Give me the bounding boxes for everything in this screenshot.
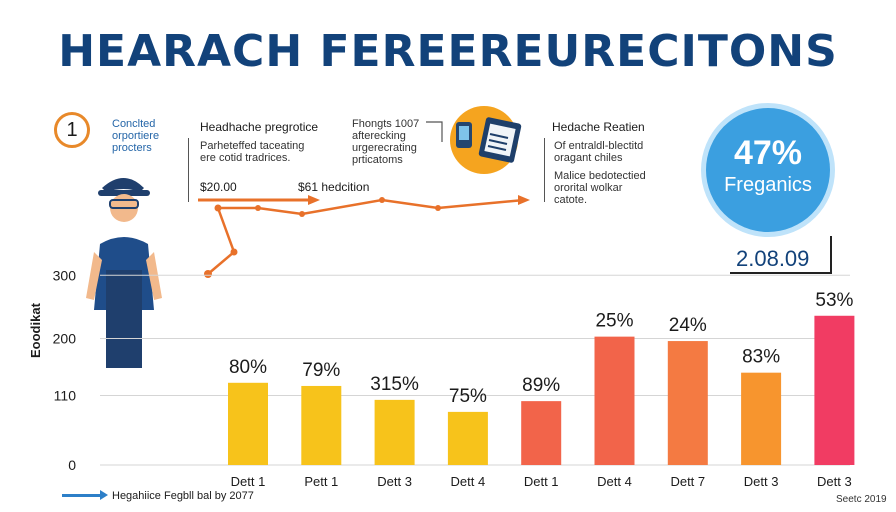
trend-point: [214, 204, 222, 212]
bar-value-label: 80%: [229, 357, 267, 378]
bar-value-label: 25%: [595, 311, 633, 332]
panel2-line: Parheteffed taceating: [200, 140, 305, 152]
panel3-line: prticatoms: [352, 154, 403, 166]
trend-line: [198, 195, 530, 278]
footer-note: Hegahiice Fegbll bal by 2077: [112, 490, 254, 502]
panel4-line: catote.: [554, 194, 588, 206]
x-tick-label: Dett 1: [524, 474, 559, 489]
panel1-text: Conclted orportiere procters: [112, 118, 159, 154]
trend-point: [255, 205, 261, 211]
highlight-circle: 47% Freganics: [706, 108, 830, 232]
x-tick-label: Dett 4: [451, 474, 486, 489]
panel3-text: Fhongts 1007 afterecking urgerecrating p…: [352, 118, 419, 166]
bar-value-label: 315%: [370, 374, 419, 395]
stat-value: 2.08.09: [736, 246, 810, 271]
x-tick-label: Pett 1: [304, 474, 338, 489]
bar-value-label: 53%: [815, 290, 853, 311]
bar-value-label: 24%: [669, 315, 707, 336]
panel4-line: Of entraldl-blectitd: [554, 140, 644, 152]
footer-arrow: [62, 494, 102, 497]
panel1-line: procters: [112, 142, 152, 154]
phone-document-icon: [426, 106, 522, 174]
panel3-line: urgerecrating: [352, 142, 417, 154]
highlight-label: Freganics: [724, 174, 812, 196]
page-title: HEARACH FEREEREURECITONS: [58, 26, 838, 77]
panel2-value-right: $61 hedcition: [298, 180, 370, 194]
panel4-line: Malice bedotectied: [554, 170, 646, 182]
panel4-line: ororital wolkar: [554, 182, 623, 194]
source-note: Seetc 2019: [836, 494, 887, 505]
panel3-line: afterecking: [352, 130, 406, 142]
panel4-text-b: Malice bedotectied ororital wolkar catot…: [554, 170, 646, 206]
bar: [374, 399, 415, 465]
step-number-badge: 1: [54, 112, 90, 148]
y-tick-label: 110: [54, 387, 77, 403]
panel2-text: Parheteffed taceating ere cotid tradrice…: [200, 140, 304, 164]
x-tick-label: Dett 3: [744, 474, 779, 489]
bar-value-label: 89%: [522, 375, 560, 396]
x-tick-label: Dett 3: [817, 474, 852, 489]
bar-value-label: 83%: [742, 347, 780, 368]
divider: [544, 138, 545, 202]
x-tick-label: Dett 7: [670, 474, 705, 489]
bar: [594, 336, 635, 465]
panel2-value-left: $20.00: [200, 180, 237, 194]
bar-value-label: 75%: [449, 386, 487, 407]
panel4-line: oragant chiles: [554, 152, 623, 164]
panel4-heading: Hedache Reatien: [552, 120, 645, 134]
bar-value-label: 79%: [302, 360, 340, 381]
trend-point: [299, 211, 305, 217]
person-icon: [86, 178, 162, 368]
bar: [521, 401, 562, 465]
trend-point: [379, 197, 385, 203]
y-tick-label: 300: [53, 267, 77, 283]
bar: [741, 372, 782, 465]
panel2-line: ere cotid tradrices.: [200, 152, 291, 164]
bar: [228, 382, 268, 465]
stat-box: [730, 236, 832, 274]
footer-arrow-head: [100, 490, 108, 500]
x-tick-label: Dett 3: [377, 474, 412, 489]
y-tick-label: 0: [68, 457, 76, 473]
panel1-line: Conclted: [112, 118, 156, 130]
bar: [667, 341, 708, 465]
trend-point: [204, 270, 212, 278]
divider: [188, 138, 189, 202]
panel4-text-a: Of entraldl-blectitd oragant chiles: [554, 140, 643, 164]
x-tick-label: Dett 1: [231, 474, 266, 489]
bar: [447, 411, 488, 465]
bar: [301, 385, 342, 465]
bar: [814, 315, 855, 465]
y-tick-label: 200: [53, 331, 77, 347]
trend-point: [435, 205, 441, 211]
panel3-line: Fhongts 1007: [352, 118, 420, 130]
panel2-heading: Headhache pregrotice: [200, 120, 319, 134]
panel1-line: orportiere: [112, 130, 160, 142]
trend-point: [230, 248, 238, 256]
highlight-value: 47%: [733, 134, 803, 172]
x-tick-label: Dett 4: [597, 474, 632, 489]
